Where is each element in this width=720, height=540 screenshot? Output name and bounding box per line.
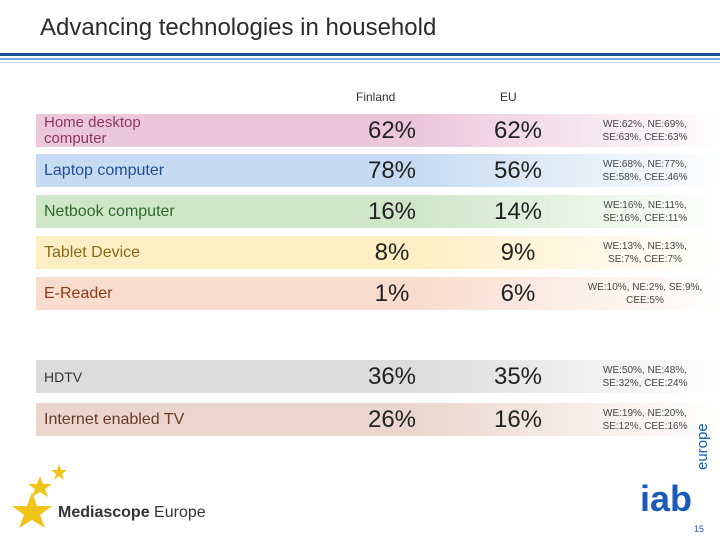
table-row: Netbook computer 16% 14% WE:16%, NE:11%,… — [36, 195, 720, 228]
region-breakdown: WE:13%, NE:13%, SE:7%, CEE:7% — [603, 240, 687, 265]
region-breakdown: WE:50%, NE:48%, SE:32%, CEE:24% — [602, 364, 688, 389]
row-label: Home desktop computer — [44, 113, 141, 147]
mediascope-logo: Mediascope Europe — [58, 504, 206, 522]
logo-bold-text: Mediascope — [58, 504, 150, 521]
table-row: Laptop computer 78% 56% WE:68%, NE:77%, … — [36, 154, 720, 187]
star-medium-icon — [28, 476, 52, 497]
eu-value: 9% — [500, 239, 536, 266]
row-label: E-Reader — [44, 284, 113, 302]
table-row: Tablet Device 8% 9% WE:13%, NE:13%, SE:7… — [36, 236, 720, 269]
row-label: Netbook computer — [44, 202, 175, 220]
logo-regular-text: Europe — [149, 504, 206, 521]
region-breakdown: WE:19%, NE:20%, SE:12%, CEE:16% — [602, 407, 688, 432]
stars-logo-icon — [12, 464, 67, 528]
page-number: 15 — [694, 524, 705, 534]
eu-value: 35% — [493, 363, 543, 390]
row-label: HDTV — [44, 368, 83, 385]
row-label: Tablet Device — [44, 243, 141, 261]
eu-value: 62% — [493, 117, 543, 144]
region-breakdown: WE:16%, NE:11%, SE:16%, CEE:11% — [602, 199, 688, 224]
title-rule — [0, 53, 720, 56]
row-label: Laptop computer — [44, 161, 165, 179]
finland-value: 16% — [367, 198, 417, 225]
table-row: HDTV 36% 35% WE:50%, NE:48%, SE:32%, CEE… — [36, 360, 720, 393]
table-row: Internet enabled TV 26% 16% WE:19%, NE:2… — [36, 403, 720, 436]
region-breakdown: WE:10%, NE:2%, SE:9%, CEE:5% — [587, 281, 703, 306]
finland-value: 78% — [367, 157, 417, 184]
region-breakdown: WE:62%, NE:69%, SE:63%, CEE:63% — [602, 118, 688, 143]
eu-value: 16% — [493, 406, 543, 433]
table-row: E-Reader 1% 6% WE:10%, NE:2%, SE:9%, CEE… — [36, 277, 720, 310]
iab-logo: iab — [640, 478, 693, 519]
iab-europe-text: europe — [694, 423, 711, 470]
row-label: Internet enabled TV — [44, 410, 185, 428]
column-header-eu: EU — [500, 90, 517, 104]
region-breakdown: WE:68%, NE:77%, SE:58%, CEE:46% — [602, 158, 688, 183]
eu-value: 56% — [493, 157, 543, 184]
eu-value: 14% — [493, 198, 543, 225]
finland-value: 36% — [367, 363, 417, 390]
finland-value: 8% — [374, 239, 410, 266]
title-rule-secondary — [0, 58, 720, 60]
finland-value: 1% — [374, 280, 410, 307]
title-rule-tertiary — [0, 62, 720, 63]
star-small-icon — [51, 464, 67, 480]
star-large-icon — [12, 492, 52, 528]
finland-value: 26% — [367, 406, 417, 433]
finland-value: 62% — [367, 117, 417, 144]
eu-value: 6% — [500, 280, 536, 307]
column-header-finland: Finland — [356, 90, 396, 104]
table-row: Home desktop computer 62% 62% WE:62%, NE… — [36, 114, 720, 147]
page-title: Advancing technologies in household — [40, 14, 437, 41]
